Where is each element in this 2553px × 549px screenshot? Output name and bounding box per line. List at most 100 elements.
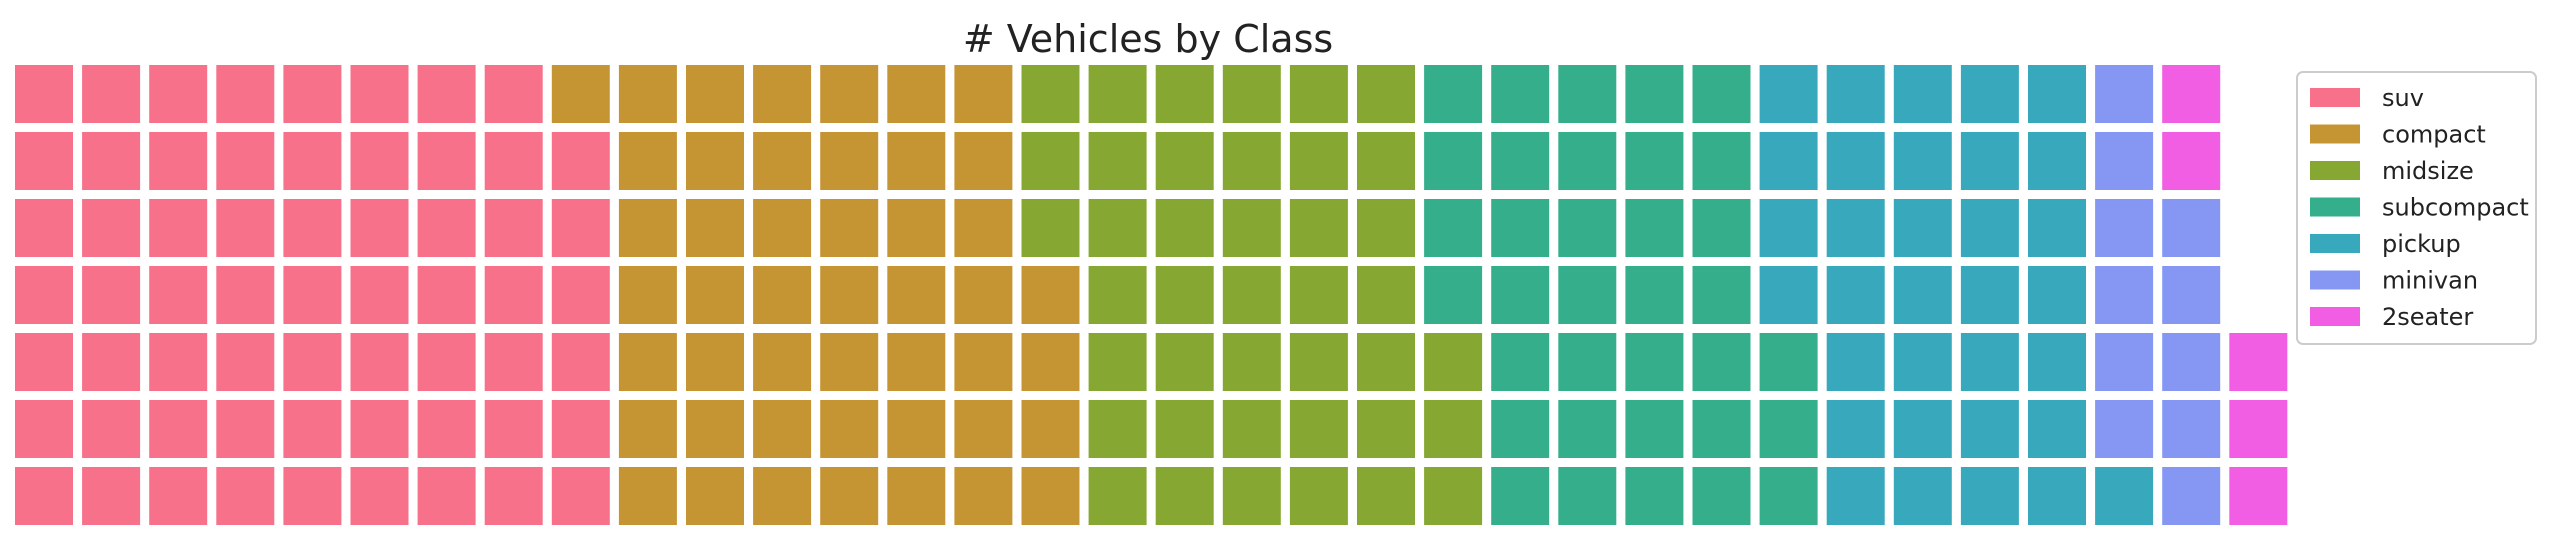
waffle-cell-suv <box>551 132 610 190</box>
waffle-cell-midsize <box>1357 65 1415 123</box>
waffle-cell-minivan <box>2162 199 2221 257</box>
waffle-cell-pickup <box>2028 266 2086 324</box>
waffle-cell-minivan <box>2162 266 2221 324</box>
waffle-cell-midsize <box>1088 199 1147 257</box>
waffle-cell-minivan <box>2095 132 2154 190</box>
waffle-cell-suv <box>15 132 73 190</box>
legend: suv compact midsize subcompact pickup minivan… <box>2296 71 2537 345</box>
legend-label-pickup: pickup <box>2382 230 2461 258</box>
waffle-cell-suv <box>149 400 208 458</box>
waffle-cell-midsize <box>1155 65 1214 123</box>
waffle-cell-midsize <box>1222 400 1281 458</box>
waffle-cell-pickup <box>1893 333 1952 391</box>
waffle-cell-compact <box>618 199 677 257</box>
waffle-cell-suv <box>417 266 476 324</box>
waffle-cell-suv <box>283 266 342 324</box>
waffle-cell-subcompact <box>1424 199 1483 257</box>
waffle-cell-subcompact <box>1692 400 1751 458</box>
waffle-cell-compact <box>954 333 1013 391</box>
waffle-cell-compact <box>820 132 879 190</box>
waffle-cell-suv <box>417 333 476 391</box>
waffle-cell-compact <box>618 333 677 391</box>
waffle-cell-compact <box>887 266 946 324</box>
waffle-cell-pickup <box>1759 65 1818 123</box>
waffle-cell-minivan <box>2095 333 2154 391</box>
waffle-cell-suv <box>551 333 610 391</box>
waffle-cell-suv <box>350 132 409 190</box>
waffle-cell-compact <box>1021 400 1080 458</box>
waffle-cell-suv <box>417 199 476 257</box>
waffle-cell-midsize <box>1088 467 1147 525</box>
waffle-cell-suv <box>149 199 208 257</box>
waffle-cell-midsize <box>1222 65 1281 123</box>
waffle-cell-midsize <box>1155 467 1214 525</box>
waffle-cell-pickup <box>2028 132 2086 190</box>
waffle-cell-compact <box>753 199 812 257</box>
waffle-cell-compact <box>618 400 677 458</box>
waffle-cell-midsize <box>1289 333 1348 391</box>
legend-label-subcompact: subcompact <box>2382 194 2529 222</box>
waffle-cell-suv <box>350 400 409 458</box>
waffle-cell-compact <box>887 132 946 190</box>
waffle-cell-suv <box>82 333 141 391</box>
waffle-cell-suv <box>283 333 342 391</box>
waffle-cell-subcompact <box>1491 199 1550 257</box>
waffle-cell-subcompact <box>1759 333 1818 391</box>
waffle-cell-suv <box>551 400 610 458</box>
waffle-cell-suv <box>350 65 409 123</box>
waffle-cell-compact <box>820 266 879 324</box>
waffle-cell-midsize <box>1222 266 1281 324</box>
waffle-cell-suv <box>82 199 141 257</box>
waffle-cell-midsize <box>1155 400 1214 458</box>
waffle-cell-subcompact <box>1692 199 1751 257</box>
waffle-cell-midsize <box>1357 199 1415 257</box>
waffle-cell-subcompact <box>1692 333 1751 391</box>
waffle-cell-midsize <box>1021 132 1080 190</box>
waffle-cell-compact <box>820 65 879 123</box>
waffle-cell-subcompact <box>1558 467 1617 525</box>
waffle-cell-minivan <box>2162 400 2221 458</box>
legend-label-2seater: 2seater <box>2382 303 2473 331</box>
waffle-grid <box>15 65 2288 525</box>
waffle-cell-pickup <box>1826 132 1885 190</box>
legend-swatch-compact <box>2310 124 2360 144</box>
waffle-cell-suv <box>350 266 409 324</box>
waffle-cell-midsize <box>1289 266 1348 324</box>
waffle-cell-2seater <box>2229 333 2288 391</box>
waffle-cell-subcompact <box>1491 333 1550 391</box>
waffle-cell-suv <box>15 65 73 123</box>
legend-swatch-suv <box>2310 88 2360 107</box>
waffle-cell-compact <box>887 333 946 391</box>
waffle-cell-midsize <box>1357 266 1415 324</box>
waffle-cell-compact <box>618 266 677 324</box>
waffle-cell-pickup <box>1759 132 1818 190</box>
waffle-cell-suv <box>216 333 275 391</box>
waffle-cell-suv <box>216 199 275 257</box>
waffle-cell-compact <box>954 65 1013 123</box>
waffle-cell-pickup <box>2028 333 2086 391</box>
waffle-cell-pickup <box>1893 132 1952 190</box>
waffle-cell-suv <box>484 400 543 458</box>
waffle-cell-suv <box>216 65 275 123</box>
waffle-cell-suv <box>149 132 208 190</box>
waffle-cell-pickup <box>1893 65 1952 123</box>
waffle-cell-compact <box>1021 266 1080 324</box>
waffle-cell-suv <box>82 467 141 525</box>
waffle-cell-suv <box>350 199 409 257</box>
waffle-cell-pickup <box>1893 266 1952 324</box>
waffle-cell-suv <box>484 132 543 190</box>
waffle-cell-suv <box>283 65 342 123</box>
waffle-cell-2seater <box>2162 65 2221 123</box>
waffle-cell-subcompact <box>1625 132 1684 190</box>
waffle-cell-midsize <box>1289 400 1348 458</box>
waffle-cell-compact <box>686 199 744 257</box>
legend-swatch-2seater <box>2310 307 2360 326</box>
waffle-cell-midsize <box>1289 132 1348 190</box>
waffle-cell-suv <box>283 132 342 190</box>
waffle-cell-compact <box>753 266 812 324</box>
waffle-cell-pickup <box>1960 333 2019 391</box>
waffle-cell-compact <box>887 400 946 458</box>
waffle-cell-suv <box>15 333 73 391</box>
waffle-cell-pickup <box>1826 467 1885 525</box>
waffle-cell-subcompact <box>1759 467 1818 525</box>
